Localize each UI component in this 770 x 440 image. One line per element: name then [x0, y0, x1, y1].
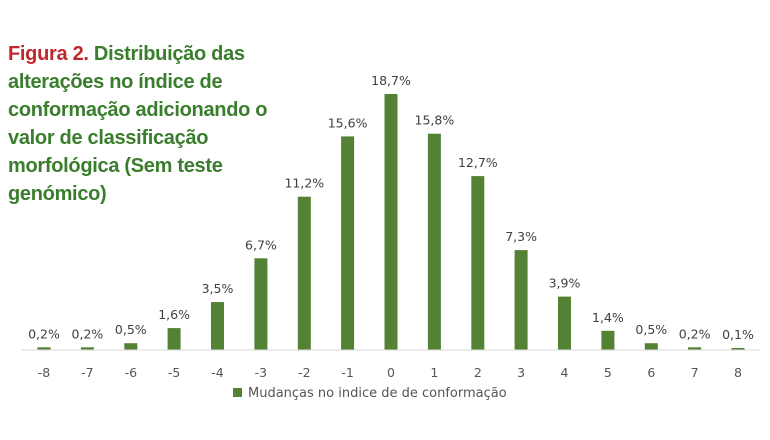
data-labels-layer: 0,2% 0,2% 0,5% 1,6% 3,5% 6,7% 11,2% 15,6% 18,7% 1… [28, 73, 754, 342]
bar-1 [427, 133, 441, 350]
legend-swatch [233, 388, 242, 397]
x-tick-label--6: -6 [125, 365, 138, 380]
bar-6 [644, 343, 658, 350]
bar--8 [37, 347, 51, 350]
x-tick-label-8: 8 [734, 365, 742, 380]
data-label--8: 0,2% [28, 326, 60, 341]
data-label--1: 15,6% [328, 115, 368, 130]
data-label-8: 0,1% [722, 327, 754, 342]
x-tick-label--5: -5 [168, 365, 180, 380]
x-tick-label--7: -7 [81, 365, 93, 380]
x-tick-label--4: -4 [211, 365, 224, 380]
bar-2 [471, 176, 485, 350]
data-label-4: 3,9% [549, 276, 581, 291]
legend-label: Mudanças no indice de de conformação [248, 386, 507, 401]
x-tick-labels-layer: -8 -7 -6 -5 -4 -3 -2 -1 0 1 2 3 4 5 6 7 8 [38, 365, 742, 380]
data-label-7: 0,2% [679, 326, 711, 341]
data-label-1: 15,8% [415, 113, 455, 128]
data-label-2: 12,7% [458, 155, 498, 170]
x-tick-label--8: -8 [38, 365, 51, 380]
x-tick-label-6: 6 [647, 365, 655, 380]
bar--6 [124, 343, 138, 350]
data-label-6: 0,5% [635, 322, 667, 337]
bar--5 [167, 328, 181, 350]
x-tick-label-4: 4 [561, 365, 569, 380]
data-label--2: 11,2% [284, 176, 324, 191]
x-tick-label--1: -1 [341, 365, 353, 380]
data-label--6: 0,5% [115, 322, 147, 337]
figure-label: Figura 2. [8, 43, 89, 65]
data-label--3: 6,7% [245, 237, 277, 252]
bar-7 [688, 347, 702, 350]
x-tick-label-3: 3 [517, 365, 525, 380]
x-tick-label--3: -3 [255, 365, 267, 380]
bar-3 [514, 250, 528, 350]
bar-8 [731, 348, 745, 350]
chart-title: Figura 2. Distribuição das alterações no… [8, 40, 298, 208]
data-label--7: 0,2% [72, 326, 104, 341]
data-label--4: 3,5% [202, 281, 234, 296]
bar-4 [558, 296, 571, 350]
data-label-0: 18,7% [371, 73, 411, 88]
x-tick-label-0: 0 [387, 365, 395, 380]
bar--2 [297, 196, 311, 350]
x-tick-label--2: -2 [298, 365, 310, 380]
data-label-5: 1,4% [592, 310, 624, 325]
bar--3 [254, 258, 268, 350]
bar-5 [601, 330, 615, 350]
bar--1 [341, 136, 355, 350]
bar--4 [211, 302, 224, 350]
x-tick-label-7: 7 [691, 365, 699, 380]
data-label--5: 1,6% [158, 307, 190, 322]
x-tick-label-5: 5 [604, 365, 612, 380]
x-tick-label-1: 1 [430, 365, 438, 380]
bar-0 [384, 94, 398, 350]
x-tick-label-2: 2 [474, 365, 482, 380]
bar--7 [80, 347, 94, 350]
data-label-3: 7,3% [505, 229, 537, 244]
legend: Mudanças no indice de de conformação [233, 386, 507, 401]
figure-title-text: Distribuição das alterações no índice de… [8, 43, 268, 205]
bars-layer [37, 94, 745, 350]
